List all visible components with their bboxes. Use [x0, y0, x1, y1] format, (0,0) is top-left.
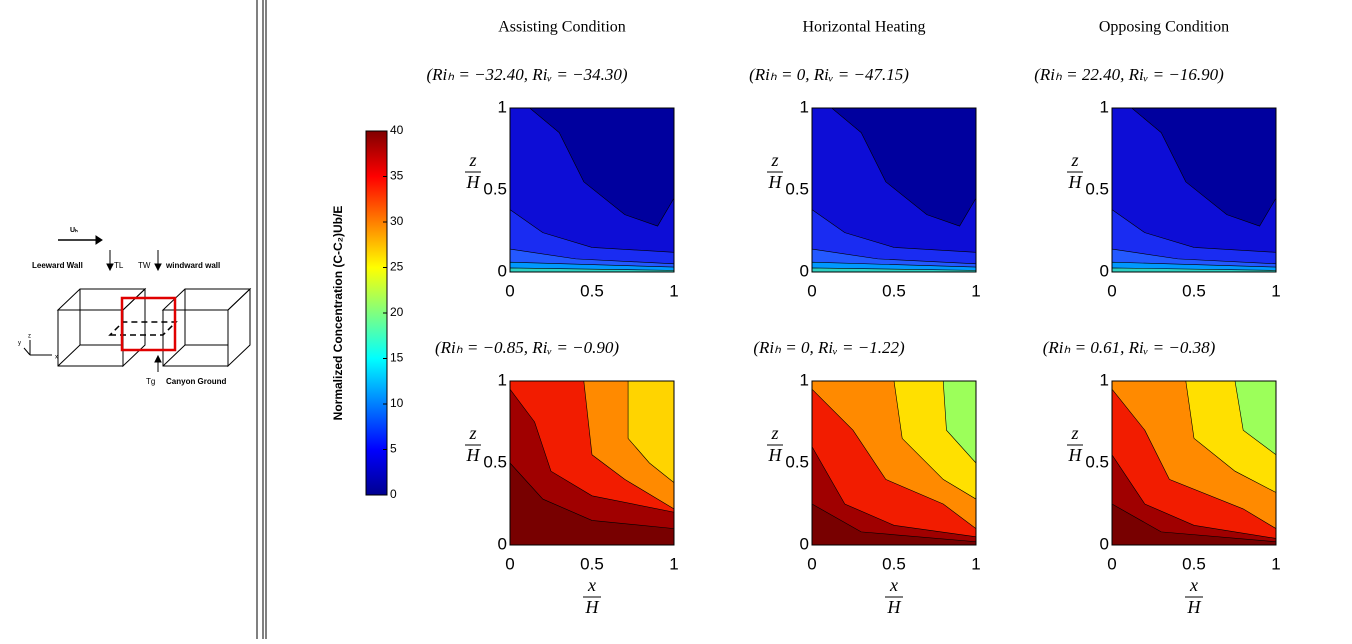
y-label: z: [770, 423, 778, 443]
panel-label: (Riₕ = 0, Riᵥ = −1.22): [753, 338, 905, 357]
t-label: TW: [138, 261, 151, 270]
x-label: x: [1189, 575, 1198, 595]
y-label: z: [1070, 150, 1078, 170]
y-tick-label: 0: [498, 534, 507, 553]
plot-frame: [509, 380, 675, 546]
colorbar-tick-label: 0: [390, 487, 397, 501]
y-tick-label: 0: [1100, 534, 1109, 553]
y-tick-label: 1: [800, 370, 809, 389]
panel-label: (Riₕ = 0.61, Riᵥ = −0.38): [1043, 338, 1216, 357]
y-tick-label: 1: [1100, 370, 1109, 389]
colorbar-tick-label: 10: [390, 396, 404, 410]
panel-label: (Riₕ = −32.40, Riᵥ = −34.30): [426, 65, 627, 84]
y-label: H: [1068, 445, 1083, 465]
colorbar-tick-label: 30: [390, 214, 404, 228]
t-label: TL: [114, 261, 124, 270]
colorbar-tick-label: 25: [390, 260, 404, 274]
y-tick-label: 0.5: [785, 452, 809, 471]
y-tick-label: 1: [498, 97, 507, 116]
y-tick-label: 1: [1100, 97, 1109, 116]
x-label: x: [587, 575, 596, 595]
plot-frame: [811, 107, 977, 273]
windward-label: windward wall: [165, 261, 220, 270]
plot-frame: [811, 380, 977, 546]
x-tick-label: 1: [971, 281, 980, 300]
column-title: Opposing Condition: [1099, 19, 1229, 36]
y-tick-label: 0.5: [785, 179, 809, 198]
colorbar-tick-label: 20: [390, 305, 404, 319]
flow-label: Uₕ: [70, 227, 78, 234]
colorbar-tick-label: 35: [390, 169, 404, 183]
ground-label: Canyon Ground: [166, 377, 227, 386]
panel-label: (Riₕ = −0.85, Riᵥ = −0.90): [435, 338, 619, 357]
plot-frame: [509, 107, 675, 273]
x-tick-label: 0.5: [1182, 281, 1206, 300]
y-tick-label: 0.5: [1085, 179, 1109, 198]
x-tick-label: 0.5: [882, 554, 906, 573]
x-tick-label: 1: [1271, 554, 1280, 573]
axis-letter: y: [18, 341, 21, 347]
colorbar-label: Normalized Concentration (C-C₂)Ub/E: [331, 206, 345, 421]
column-title: Assisting Condition: [498, 19, 626, 36]
y-label: z: [770, 150, 778, 170]
y-tick-label: 0.5: [1085, 452, 1109, 471]
schematic: [23, 235, 252, 372]
y-tick-label: 0: [498, 261, 507, 280]
t-label: Tg: [146, 377, 155, 386]
x-label: H: [585, 597, 600, 617]
colorbar-tick-label: 5: [390, 442, 397, 456]
y-label: H: [768, 445, 783, 465]
y-label: H: [466, 172, 481, 192]
x-tick-label: 0: [1107, 281, 1116, 300]
y-label: z: [468, 150, 476, 170]
x-tick-label: 1: [1271, 281, 1280, 300]
colorbar-tick-label: 15: [390, 351, 404, 365]
x-tick-label: 0: [1107, 554, 1116, 573]
column-title: Horizontal Heating: [802, 19, 925, 36]
x-tick-label: 0.5: [882, 281, 906, 300]
leeward-label: Leeward Wall: [32, 261, 83, 270]
x-tick-label: 0: [807, 554, 816, 573]
x-label: H: [887, 597, 902, 617]
axis-letter: z: [28, 334, 31, 340]
x-label: x: [889, 575, 898, 595]
y-label: H: [1068, 172, 1083, 192]
axis-letter: x: [55, 355, 58, 361]
x-tick-label: 0.5: [580, 281, 604, 300]
x-tick-label: 1: [971, 554, 980, 573]
x-tick-label: 1: [669, 554, 678, 573]
y-label: H: [768, 172, 783, 192]
x-tick-label: 0: [505, 281, 514, 300]
x-label: H: [1187, 597, 1202, 617]
x-tick-label: 0.5: [580, 554, 604, 573]
y-tick-label: 0: [800, 261, 809, 280]
x-tick-label: 0.5: [1182, 554, 1206, 573]
y-tick-label: 1: [498, 370, 507, 389]
x-tick-label: 0: [807, 281, 816, 300]
y-tick-label: 0.5: [483, 179, 507, 198]
plot-frame: [1111, 107, 1277, 273]
panel-label: (Riₕ = 0, Riᵥ = −47.15): [749, 65, 909, 84]
y-tick-label: 0.5: [483, 452, 507, 471]
y-tick-label: 0: [800, 534, 809, 553]
y-tick-label: 1: [800, 97, 809, 116]
y-label: z: [468, 423, 476, 443]
colorbar-tick-label: 40: [390, 123, 404, 137]
y-tick-label: 0: [1100, 261, 1109, 280]
plot-frame: [1111, 380, 1277, 546]
x-tick-label: 0: [505, 554, 514, 573]
x-tick-label: 1: [669, 281, 678, 300]
panel-label: (Riₕ = 22.40, Riᵥ = −16.90): [1034, 65, 1224, 84]
y-label: H: [466, 445, 481, 465]
y-label: z: [1070, 423, 1078, 443]
